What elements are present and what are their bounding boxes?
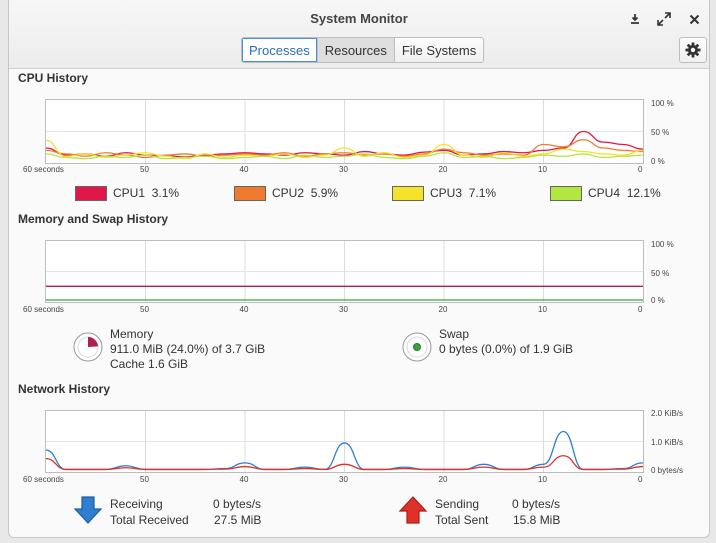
cpu-x-tick: 60 seconds [23, 165, 64, 174]
preferences-button[interactable] [679, 37, 707, 63]
network-x-tick: 40 [239, 475, 249, 484]
upload-arrow-icon[interactable] [398, 495, 428, 525]
cpu-x-tick: 0 [638, 165, 643, 174]
cpu2-color-swatch[interactable] [234, 186, 266, 201]
network-x-tick: 0 [638, 475, 643, 484]
sending-value: 0 bytes/s [512, 497, 561, 511]
network-x-tick: 10 [538, 475, 547, 484]
tab-file-systems[interactable]: File Systems [394, 38, 484, 62]
memory-label: Memory [110, 327, 154, 341]
cpu1-color-swatch[interactable] [75, 186, 107, 201]
cpu-history-title: CPU History [18, 71, 89, 85]
network-y-tick: 2.0 KiB/s [651, 409, 684, 418]
cpu1-name: CPU1 [113, 186, 146, 200]
cpu4-name: CPU4 [588, 186, 621, 200]
memory-pie-icon[interactable] [73, 332, 103, 362]
cpu4-value: 12.1% [626, 186, 661, 200]
maximize-icon [657, 12, 671, 26]
close-button[interactable] [684, 9, 704, 29]
total-received-value: 27.5 MiB [214, 513, 262, 527]
cpu-history-chart [45, 100, 644, 163]
swap-pie-icon[interactable] [402, 332, 432, 362]
memory-y-tick: 100 % [651, 240, 674, 249]
memory-y-tick: 50 % [651, 269, 670, 278]
network-x-tick: 50 [140, 475, 149, 484]
cpu-y-tick: 50 % [651, 128, 670, 137]
cpu-x-tick: 50 [140, 165, 149, 174]
cpu3-color-swatch[interactable] [392, 186, 424, 201]
memory-detail: 911.0 MiB (24.0%) of 3.7 GiB [110, 342, 266, 356]
cpu3-legend: CPU3 7.1% [430, 186, 496, 200]
cpu-x-tick: 20 [438, 165, 448, 174]
tab-resources[interactable]: Resources [317, 38, 395, 62]
maximize-button[interactable] [654, 9, 674, 29]
cpu4-legend: CPU4 12.1% [588, 186, 661, 200]
total-received-label: Total Received [110, 513, 189, 527]
memory-x-tick: 50 [140, 305, 149, 314]
cpu4-color-swatch[interactable] [550, 186, 582, 201]
cpu2-name: CPU2 [272, 186, 305, 200]
sending-label: Sending [435, 497, 480, 511]
memory-y-tick: 0 % [651, 296, 665, 305]
network-history-chart [45, 411, 644, 472]
receiving-label: Receiving [110, 497, 163, 511]
minimize-icon [631, 14, 639, 24]
receiving-value: 0 bytes/s [213, 497, 262, 511]
cpu1-legend: CPU1 3.1% [113, 186, 179, 200]
total-sent-label: Total Sent [435, 513, 489, 527]
cpu-cpu3-line [45, 139, 644, 160]
memory-x-tick: 30 [339, 305, 348, 314]
cpu-y-tick: 0 % [651, 157, 665, 166]
memory-x-tick: 20 [438, 305, 448, 314]
view-switcher: Processes Resources File Systems [241, 37, 485, 63]
cpu-x-tick: 10 [538, 165, 547, 174]
memory-x-tick: 60 seconds [23, 305, 64, 314]
cpu3-value: 7.1% [468, 186, 497, 200]
memory-x-tick: 40 [239, 305, 249, 314]
cpu-cpu2-line [45, 139, 644, 159]
cpu2-value: 5.9% [310, 186, 339, 200]
cpu-x-tick: 40 [239, 165, 249, 174]
network-y-tick: 0 bytes/s [651, 466, 684, 475]
gear-icon [685, 42, 701, 58]
memory-history-title: Memory and Swap History [18, 212, 169, 226]
network-x-tick: 20 [438, 475, 448, 484]
memory-pie-slice [88, 337, 98, 347]
header-bar: System Monitor Processes Resources File … [9, 0, 709, 69]
memory-history-chart [46, 241, 643, 302]
network-sending-line [45, 455, 644, 471]
memory-x-tick: 0 [638, 305, 643, 314]
cpu-history-graph [45, 99, 644, 164]
cpu-x-tick: 30 [339, 165, 348, 174]
network-y-tick: 1.0 KiB/s [651, 438, 684, 447]
network-x-tick: 30 [339, 475, 348, 484]
tab-processes[interactable]: Processes [242, 38, 318, 62]
cpu1-value: 3.1% [151, 186, 180, 200]
cpu-y-tick: 100 % [651, 99, 674, 108]
swap-detail: 0 bytes (0.0%) of 1.9 GiB [439, 342, 574, 356]
window-title: System Monitor [310, 11, 408, 26]
network-x-tick: 60 seconds [23, 475, 64, 484]
minimize-button[interactable] [625, 9, 645, 29]
system-monitor-window: System Monitor Processes Resources File … [8, 0, 710, 538]
cpu3-name: CPU3 [430, 186, 463, 200]
network-history-graph [45, 410, 644, 473]
cache-detail: Cache 1.6 GiB [110, 357, 189, 371]
swap-label: Swap [439, 327, 470, 341]
cpu2-legend: CPU2 5.9% [272, 186, 338, 200]
download-arrow-icon[interactable] [73, 495, 103, 525]
total-sent-value: 15.8 MiB [513, 513, 561, 527]
cpu-cpu4-line [45, 152, 644, 160]
memory-x-tick: 10 [538, 305, 547, 314]
network-history-title: Network History [18, 382, 111, 396]
close-icon [689, 14, 699, 24]
memory-history-graph [45, 240, 644, 303]
